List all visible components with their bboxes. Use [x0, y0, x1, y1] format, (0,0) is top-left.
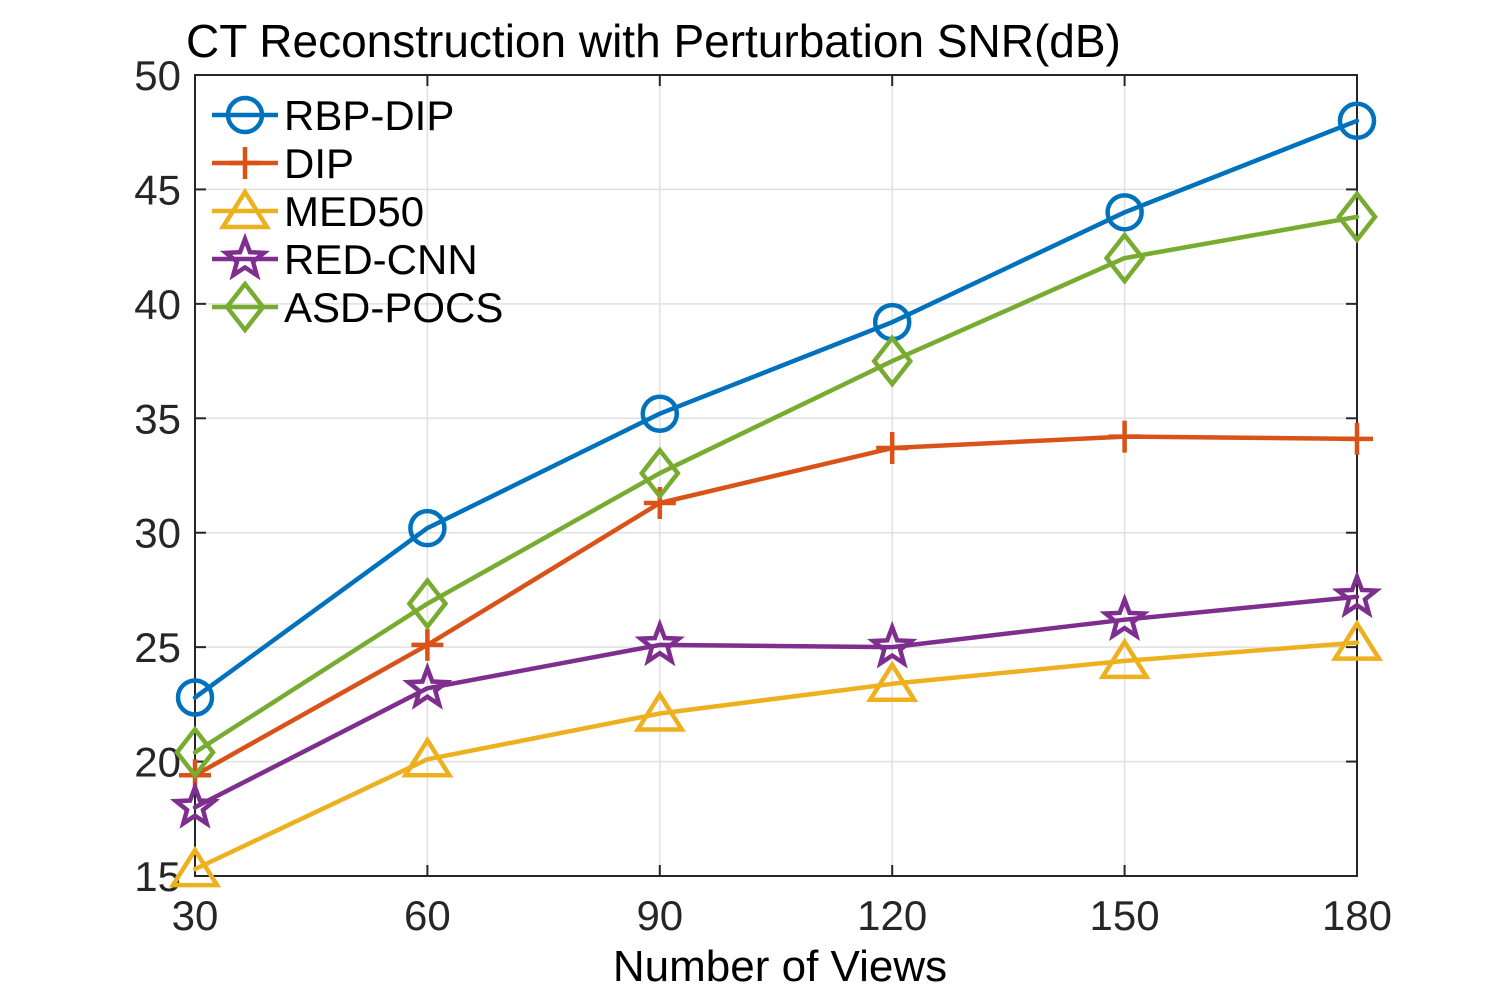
legend-item-med50: MED50: [212, 187, 424, 235]
plus-marker-icon: [1108, 420, 1141, 453]
plus-marker-icon: [229, 147, 261, 179]
x-tick-label: 30: [172, 892, 219, 939]
triangle-up-marker-icon: [866, 660, 919, 703]
y-tick-label: 20: [134, 739, 181, 786]
diamond-marker-icon: [871, 334, 914, 388]
diamond-marker-icon: [224, 280, 266, 334]
series-markers-red-cnn: [169, 570, 1383, 829]
series-line-red-cnn: [192, 594, 1360, 810]
y-tick-label: 40: [134, 281, 181, 328]
circle-marker-icon: [225, 95, 265, 135]
triangle-up-marker-icon: [1330, 619, 1384, 661]
diamond-marker-icon: [1103, 231, 1146, 285]
pentagram-marker-icon: [1099, 593, 1150, 642]
triangle-up-marker-icon: [401, 736, 454, 778]
legend-label: MED50: [284, 188, 424, 235]
y-tick-label: 25: [134, 624, 181, 671]
axes-box: [194, 74, 1358, 877]
y-tick-label: 50: [134, 52, 181, 99]
pentagram-marker-icon: [219, 232, 271, 281]
triangle-up-marker-icon: [633, 690, 686, 732]
plus-marker-icon: [411, 628, 444, 661]
triangle-up-marker-icon: [168, 845, 222, 888]
series-markers-dip: [179, 420, 1373, 792]
plus-marker-icon: [1341, 422, 1373, 455]
x-tick-label: 90: [636, 892, 683, 939]
legend-item-asd-pocs: ASD-POCS: [212, 280, 503, 334]
pentagram-marker-icon: [1331, 570, 1383, 619]
x-tick-label: 120: [857, 892, 927, 939]
x-axis-label: Number of Views: [613, 942, 947, 991]
chart-title: CT Reconstruction with Perturbation SNR(…: [186, 15, 1121, 67]
legend-label: RED-CNN: [284, 236, 478, 283]
diamond-marker-icon: [406, 577, 449, 631]
pentagram-marker-icon: [169, 780, 221, 829]
circle-marker-icon: [408, 508, 447, 548]
y-tick-label: 30: [134, 510, 181, 557]
diamond-marker-icon: [638, 446, 681, 500]
series-markers-rbp-dip: [175, 101, 1377, 717]
x-tick-label: 60: [404, 892, 451, 939]
series-line-med50: [192, 640, 1360, 872]
circle-marker-icon: [1105, 193, 1144, 232]
legend-item-rbp-dip: RBP-DIP: [212, 92, 454, 139]
circle-marker-icon: [175, 678, 215, 717]
series-markers-med50: [168, 619, 1384, 888]
circle-marker-icon: [640, 394, 680, 433]
series-markers-asd-pocs: [174, 190, 1378, 780]
pentagram-marker-icon: [634, 618, 685, 667]
legend-item-red-cnn: RED-CNN: [212, 232, 478, 283]
legend-label: DIP: [284, 140, 354, 187]
plus-marker-icon: [876, 432, 909, 465]
y-tick-label: 35: [134, 395, 181, 442]
y-tick-label: 15: [134, 853, 181, 900]
diamond-marker-icon: [174, 725, 216, 780]
x-tick-label: 180: [1322, 892, 1392, 939]
x-tick-label: 150: [1090, 892, 1160, 939]
triangle-up-marker-icon: [1098, 637, 1151, 680]
legend-item-dip: DIP: [212, 140, 354, 187]
y-tick-label: 45: [134, 166, 181, 213]
legend-label: ASD-POCS: [284, 284, 503, 331]
pentagram-marker-icon: [402, 661, 453, 710]
triangle-up-marker-icon: [218, 187, 272, 230]
series-line-dip: [192, 434, 1360, 778]
legend-label: RBP-DIP: [284, 92, 454, 139]
pentagram-marker-icon: [867, 620, 918, 669]
circle-marker-icon: [1337, 101, 1377, 141]
diamond-marker-icon: [1336, 190, 1378, 244]
series-line-asd-pocs: [192, 214, 1360, 755]
series-line-rbp-dip: [192, 118, 1360, 700]
plot-area: 30 60 90 120 150 180 15 20 25 30 35 40 45 50 RBP-DIPDI…: [134, 52, 1392, 939]
plus-marker-icon: [643, 486, 676, 519]
